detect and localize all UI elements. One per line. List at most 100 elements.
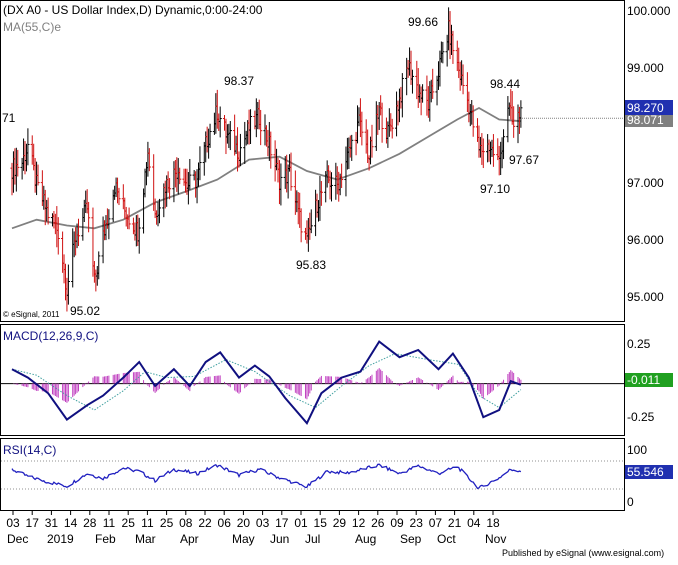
price-bar xyxy=(461,64,465,95)
price-bar xyxy=(370,124,374,158)
price-bar xyxy=(46,197,50,225)
x-month-label: Jun xyxy=(270,532,289,546)
rsi-group xyxy=(1,460,624,490)
x-day-label: 06 xyxy=(218,516,232,530)
price-bar xyxy=(400,73,404,118)
price-bar xyxy=(319,181,323,206)
x-day-label: 25 xyxy=(160,516,174,530)
price-bar xyxy=(420,84,425,103)
macd-value-label: -0.011 xyxy=(627,373,660,387)
price-bar xyxy=(157,198,162,224)
price-bar xyxy=(491,134,496,167)
price-bar xyxy=(107,209,111,240)
x-day-label: 12 xyxy=(352,516,366,530)
price-bar xyxy=(228,121,232,151)
price-bar xyxy=(431,68,435,99)
price-bar xyxy=(519,100,523,128)
x-day-label: 15 xyxy=(314,516,328,530)
price-bar xyxy=(350,134,354,161)
price-bar xyxy=(410,69,415,94)
rsi-tick-0: 0 xyxy=(627,495,634,509)
price-bar xyxy=(329,172,334,202)
annotation-95-83: 95.83 xyxy=(296,258,326,272)
rsi-value-label: 55.546 xyxy=(627,465,664,479)
x-day-label: 20 xyxy=(237,516,251,530)
macd-signal-line xyxy=(11,353,522,411)
annotation-98-37: 98.37 xyxy=(224,74,254,88)
price-bar xyxy=(198,146,202,181)
annotation-97-67: 97.67 xyxy=(509,153,539,167)
x-day-label: 11 xyxy=(141,516,154,530)
price-bar xyxy=(66,264,70,305)
macd-tick-pos: 0.25 xyxy=(627,337,651,351)
price-bar xyxy=(512,106,516,138)
x-day-label: 18 xyxy=(486,516,500,530)
price-bar xyxy=(259,109,263,146)
price-bar xyxy=(208,123,212,148)
x-day-label: 25 xyxy=(122,516,136,530)
x-day-label: 04 xyxy=(467,516,481,530)
price-tick-99: 99.000 xyxy=(627,61,664,75)
x-day-label: 31 xyxy=(45,516,59,530)
x-day-label: 08 xyxy=(179,516,193,530)
price-tick-100: 100.000 xyxy=(627,4,671,18)
price-bar xyxy=(390,118,394,139)
price-tick-95: 95.000 xyxy=(627,290,664,304)
annotation-99-66: 99.66 xyxy=(408,15,438,29)
price-bar xyxy=(248,109,253,144)
price-tick-96: 96.000 xyxy=(627,233,664,247)
annotation-97-10: 97.10 xyxy=(480,182,510,196)
x-day-label: 17 xyxy=(26,516,40,530)
price-bar xyxy=(309,209,313,234)
ma-value-box xyxy=(625,113,673,127)
x-month-label: Nov xyxy=(485,532,506,546)
x-day-label: 17 xyxy=(275,516,289,530)
ma-line xyxy=(11,106,521,230)
x-month-label: Dec xyxy=(7,532,28,546)
price-bar xyxy=(471,105,475,137)
price-bar xyxy=(238,133,243,167)
price-bar xyxy=(36,164,40,186)
footer-published: Published by eSignal (www.esignal.com) xyxy=(502,548,664,558)
x-month-label: 2019 xyxy=(47,532,74,546)
rsi-line xyxy=(11,463,522,490)
price-bar xyxy=(56,217,60,255)
price-tick-97: 97.000 xyxy=(627,176,664,190)
left-cut-label: 71 xyxy=(2,111,16,125)
axis-group: 03 17 31 14 28 11 25 11 25 08 22 06 20 03 17 01 15 29 12 26… xyxy=(6,511,506,546)
macd-label: MACD(12,26,9,C) xyxy=(3,329,98,343)
x-month-label: Sep xyxy=(400,532,422,546)
x-month-label: Apr xyxy=(180,532,199,546)
rsi-value-box xyxy=(625,465,673,479)
price-bar xyxy=(360,111,364,146)
x-month-label: Oct xyxy=(437,532,456,546)
x-day-label: 07 xyxy=(429,516,443,530)
x-day-label: 28 xyxy=(83,516,97,530)
price-bar xyxy=(137,217,141,254)
price-bar xyxy=(481,138,485,169)
x-day-label: 26 xyxy=(371,516,385,530)
x-day-label: 14 xyxy=(64,516,78,530)
macd-tick-neg: -0.25 xyxy=(627,410,655,424)
rsi-panel xyxy=(0,438,625,511)
x-day-label: 03 xyxy=(256,516,270,530)
price-bar xyxy=(97,251,101,280)
price-bar xyxy=(167,178,172,200)
macd-group xyxy=(1,340,624,426)
price-bar xyxy=(289,152,293,191)
price-bars xyxy=(10,7,523,312)
price-bar xyxy=(218,106,222,138)
chart-title: (DX A0 - US Dollar Index,D) Dynamic,0:00… xyxy=(3,3,263,17)
price-bar xyxy=(340,163,344,188)
annotation-98-44: 98.44 xyxy=(490,77,520,91)
macd-value-box xyxy=(625,373,673,387)
last-price-label: 98.270 xyxy=(627,101,664,115)
price-bar xyxy=(279,163,283,206)
x-day-label: 22 xyxy=(198,516,212,530)
x-day-label: 09 xyxy=(390,516,404,530)
price-bar xyxy=(451,30,455,64)
last-price-box xyxy=(625,100,673,115)
price-bar xyxy=(16,149,20,177)
ma-line-group xyxy=(11,106,624,230)
x-day-label: 29 xyxy=(333,516,347,530)
